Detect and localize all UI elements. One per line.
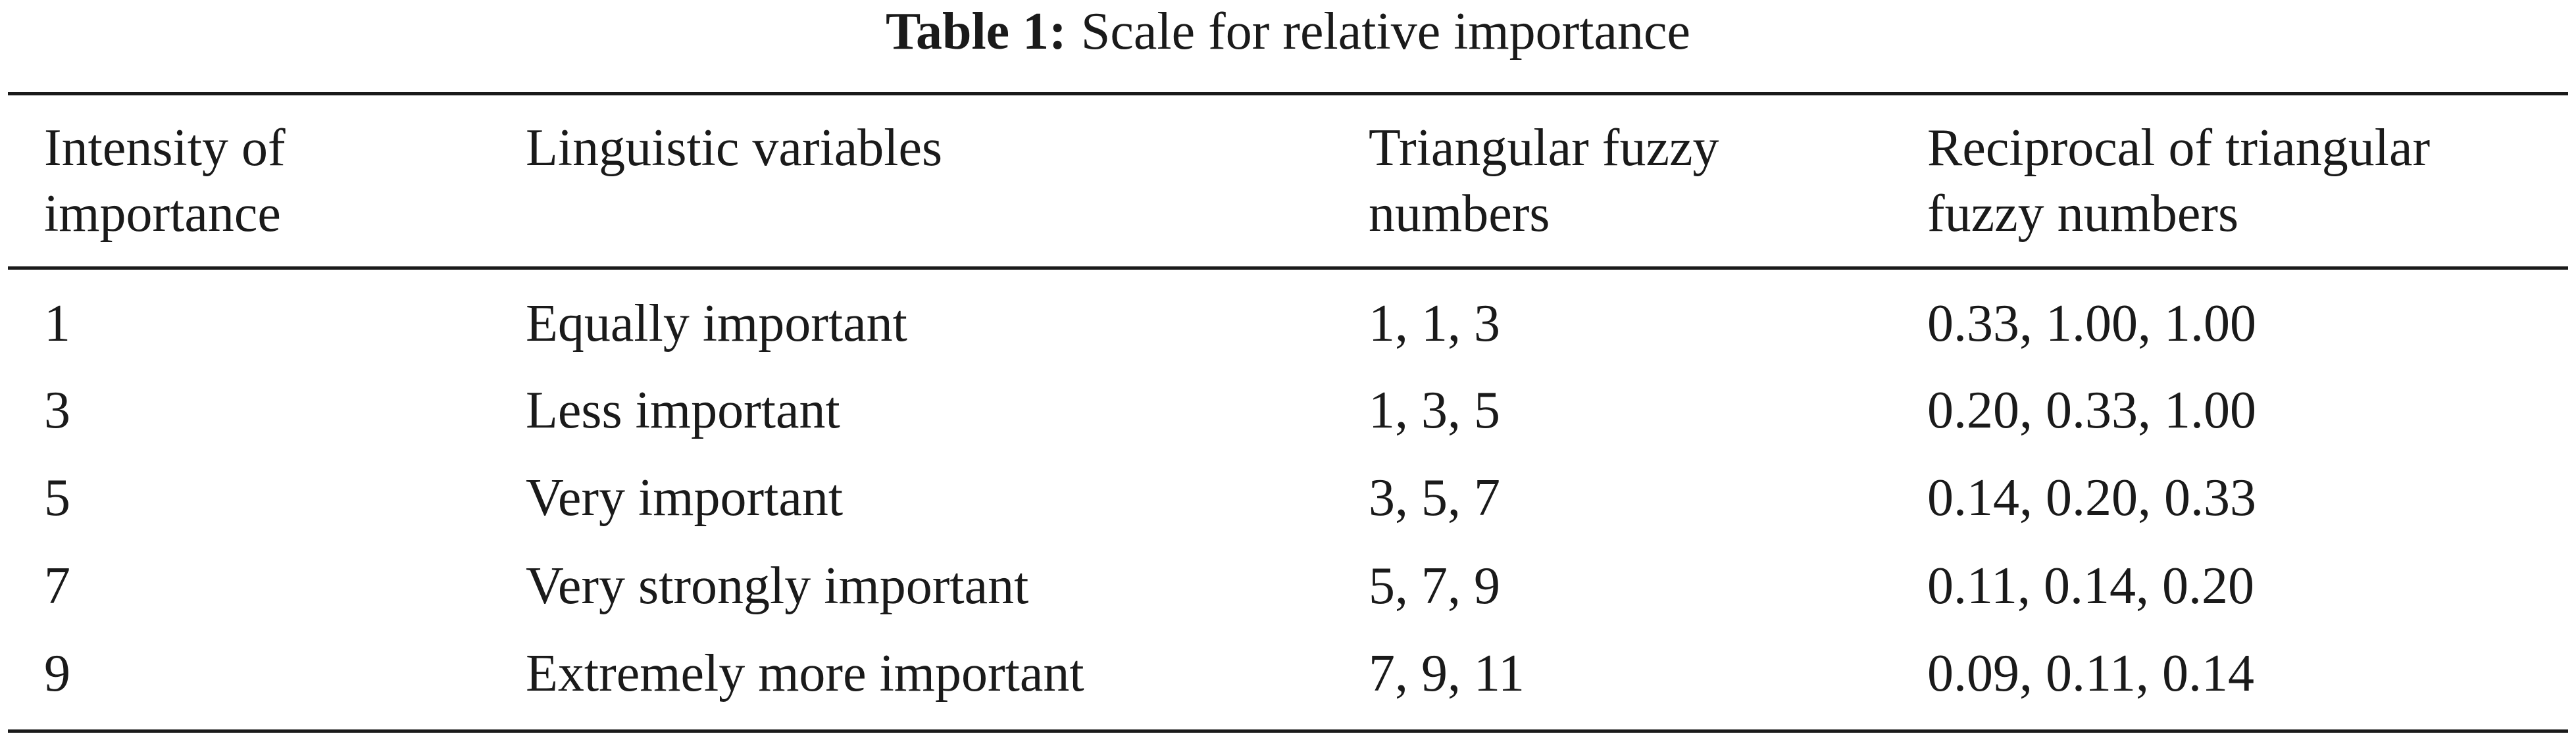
header-cell: Linguistic variables: [526, 119, 943, 177]
table-cell: 3: [44, 381, 70, 439]
table-cell: 1: [44, 295, 70, 353]
header-rule: [8, 266, 2568, 270]
table-cell: 0.20, 0.33, 1.00: [1927, 381, 2256, 439]
table-cell: Very important: [526, 469, 844, 527]
table-cell: Extremely more important: [526, 645, 1084, 702]
table-cell: 0.33, 1.00, 1.00: [1927, 295, 2256, 353]
table-cell: 7: [44, 557, 70, 615]
header-cell: Triangular fuzzy numbers: [1369, 119, 1719, 243]
table-cell: 5: [44, 469, 70, 527]
table-cell: 1, 1, 3: [1369, 295, 1500, 353]
header-cell: Intensity of importance: [44, 119, 286, 243]
table-cell: 9: [44, 645, 70, 702]
table-cell: Less important: [526, 381, 840, 439]
table-cell: 7, 9, 11: [1369, 645, 1525, 702]
table-cell: 3, 5, 7: [1369, 469, 1500, 527]
table-cell: 5, 7, 9: [1369, 557, 1500, 615]
header-cell: Reciprocal of triangular fuzzy numbers: [1927, 119, 2431, 243]
table-cell: 1, 3, 5: [1369, 381, 1500, 439]
top-rule: [8, 92, 2568, 95]
bottom-rule: [8, 729, 2568, 733]
table-cell: 0.09, 0.11, 0.14: [1927, 645, 2255, 702]
table-cell: 0.14, 0.20, 0.33: [1927, 469, 2256, 527]
caption-text: Scale for relative importance: [1080, 3, 1691, 61]
table-cell: Equally important: [526, 295, 907, 353]
caption: Table 1: Scale for relative importance: [0, 0, 2576, 63]
table-cell: 0.11, 0.14, 0.20: [1927, 557, 2255, 615]
table-cell: Very strongly important: [526, 557, 1029, 615]
caption-label: Table 1:: [885, 3, 1067, 61]
